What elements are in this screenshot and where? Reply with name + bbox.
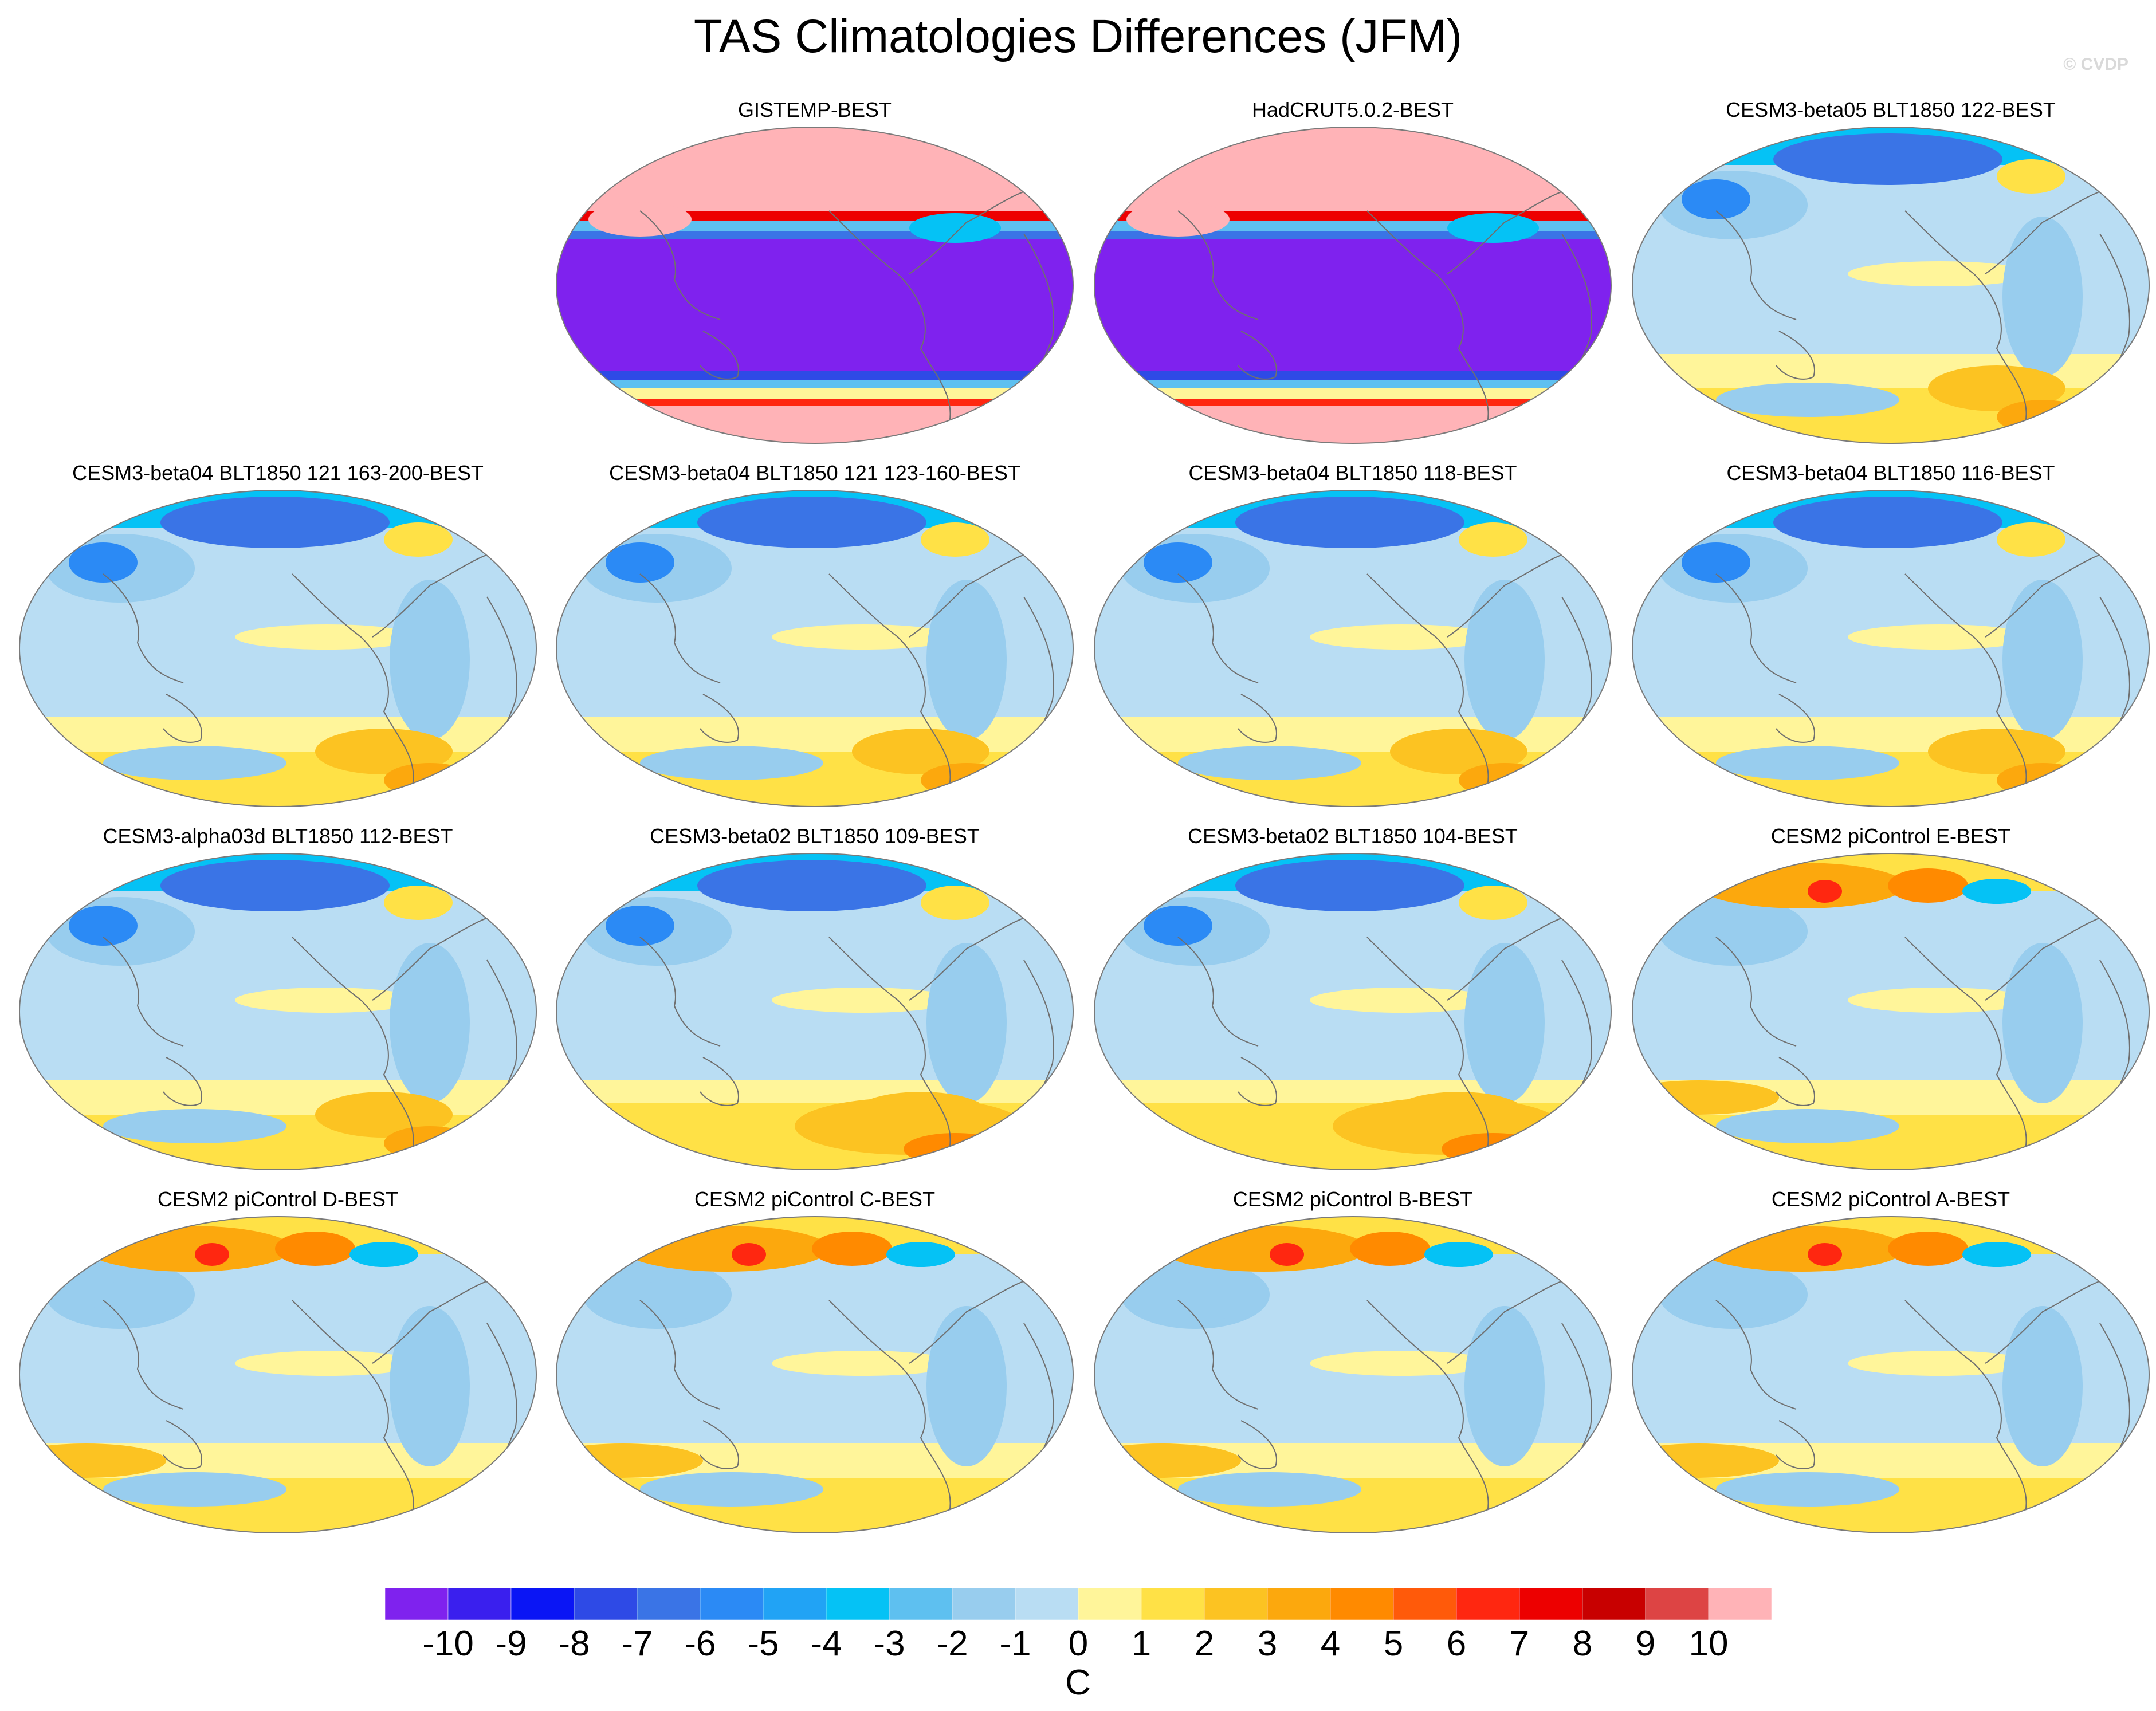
colorbar-tick-label: -9 <box>495 1624 527 1663</box>
colorbar-tick-label: 7 <box>1509 1624 1530 1663</box>
panel-title: CESM2 piControl B-BEST <box>1232 1187 1473 1211</box>
map-plot <box>1094 490 1612 807</box>
panel-title: CESM2 piControl E-BEST <box>1770 824 2011 848</box>
map-panel: CESM2 piControl B-BEST <box>1083 1187 1622 1542</box>
colorbar-segment <box>1645 1588 1709 1620</box>
colorbar-segment <box>385 1588 449 1620</box>
colorbar-segment <box>826 1588 890 1620</box>
colorbar-segment <box>1204 1588 1268 1620</box>
colorbar-tick-label: 8 <box>1572 1624 1593 1663</box>
map-plot <box>556 853 1074 1170</box>
map-panel: CESM3-beta04 BLT1850 116-BEST <box>1621 461 2156 816</box>
colorbar-tick-label: -2 <box>936 1624 968 1663</box>
colorbar-tick-label: 6 <box>1446 1624 1467 1663</box>
colorbar-segment <box>1141 1588 1205 1620</box>
colorbar-tick-label: 9 <box>1635 1624 1656 1663</box>
colorbar-segment <box>510 1588 575 1620</box>
panel-title: HadCRUT5.0.2-BEST <box>1251 98 1454 121</box>
colorbar-segment <box>1330 1588 1394 1620</box>
colorbar <box>385 1588 1772 1620</box>
colorbar-tick-labels: -10 -9 -8 -7 -6 -5 -4 -3 -2 -1 0 1 2 3 4 5 6 7 8 9 10 <box>0 1622 2156 1668</box>
colorbar-segment <box>889 1588 953 1620</box>
map-panel: CESM3-beta02 BLT1850 104-BEST <box>1083 824 1622 1179</box>
map-panel: CESM2 piControl C-BEST <box>545 1187 1084 1542</box>
colorbar-tick-label: -7 <box>621 1624 653 1663</box>
map-plot <box>1094 853 1612 1170</box>
map-panel: CESM3-beta04 BLT1850 118-BEST <box>1083 461 1622 816</box>
colorbar-segment <box>1078 1588 1142 1620</box>
colorbar-tick-label: 0 <box>1068 1624 1089 1663</box>
map-panel: CESM2 piControl E-BEST <box>1621 824 2156 1179</box>
colorbar-segment <box>1456 1588 1520 1620</box>
panel-title: CESM2 piControl C-BEST <box>694 1187 936 1211</box>
map-plot <box>556 1216 1074 1533</box>
map-panel: HadCRUT5.0.2-BEST <box>1083 97 1622 453</box>
colorbar-segment <box>574 1588 638 1620</box>
colorbar-segment <box>637 1588 701 1620</box>
map-panel: CESM3-beta02 BLT1850 109-BEST <box>545 824 1084 1179</box>
map-plot <box>1632 127 2150 444</box>
colorbar-segment <box>447 1588 512 1620</box>
colorbar-tick-label: 4 <box>1320 1624 1341 1663</box>
map-panel: CESM2 piControl D-BEST <box>9 1187 547 1542</box>
map-plot <box>19 1216 537 1533</box>
map-plot <box>1632 1216 2150 1533</box>
colorbar-segment <box>1267 1588 1331 1620</box>
map-plot <box>19 490 537 807</box>
map-plot <box>1094 127 1612 444</box>
panel-title: CESM3-beta04 BLT1850 118-BEST <box>1188 461 1517 485</box>
map-plot <box>1632 853 2150 1170</box>
colorbar-tick-label: -3 <box>873 1624 905 1663</box>
colorbar-segment <box>1519 1588 1583 1620</box>
map-plot <box>19 853 537 1170</box>
panel-title: CESM3-beta04 BLT1850 121 163-200-BEST <box>72 461 484 485</box>
panel-title: CESM3-beta04 BLT1850 121 123-160-BEST <box>609 461 1020 485</box>
colorbar-segment <box>1015 1588 1079 1620</box>
cvdp-watermark: © CVDP <box>2063 55 2128 74</box>
colorbar-segment <box>952 1588 1016 1620</box>
panel-title: GISTEMP-BEST <box>737 98 892 121</box>
colorbar-tick-label: -1 <box>999 1624 1031 1663</box>
panel-title: CESM3-beta02 BLT1850 109-BEST <box>650 824 980 848</box>
panel-title: CESM2 piControl A-BEST <box>1771 1187 2010 1211</box>
panel-title: CESM2 piControl D-BEST <box>157 1187 399 1211</box>
panel-title: CESM3-beta05 BLT1850 122-BEST <box>1726 98 2056 121</box>
colorbar-segment <box>1582 1588 1646 1620</box>
colorbar-tick-label: 2 <box>1194 1624 1215 1663</box>
page-title: TAS Climatologies Differences (JFM) <box>693 10 1463 62</box>
colorbar-tick-label: -6 <box>684 1624 716 1663</box>
map-panel: CESM3-beta05 BLT1850 122-BEST <box>1621 97 2156 453</box>
map-panel: GISTEMP-BEST <box>545 97 1084 453</box>
map-plot <box>1632 490 2150 807</box>
colorbar-tick-label: 5 <box>1383 1624 1404 1663</box>
colorbar-tick-label: -8 <box>558 1624 590 1663</box>
colorbar-segment <box>1708 1588 1772 1620</box>
map-panel: CESM3-beta04 BLT1850 121 123-160-BEST <box>545 461 1084 816</box>
colorbar-tick-label: -4 <box>810 1624 842 1663</box>
map-panel: CESM3-alpha03d BLT1850 112-BEST <box>9 824 547 1179</box>
colorbar-tick-label: 1 <box>1131 1624 1152 1663</box>
map-plot <box>1094 1216 1612 1533</box>
colorbar-segment <box>763 1588 827 1620</box>
map-plot <box>556 490 1074 807</box>
colorbar-segment <box>1393 1588 1457 1620</box>
map-panel: CESM2 piControl A-BEST <box>1621 1187 2156 1542</box>
map-panel: CESM3-beta04 BLT1850 121 163-200-BEST <box>9 461 547 816</box>
colorbar-segment <box>700 1588 764 1620</box>
panel-title: CESM3-beta02 BLT1850 104-BEST <box>1188 824 1518 848</box>
colorbar-tick-label: 3 <box>1257 1624 1278 1663</box>
panel-title: CESM3-alpha03d BLT1850 112-BEST <box>103 824 453 848</box>
colorbar-tick-label: -5 <box>747 1624 779 1663</box>
panel-title: CESM3-beta04 BLT1850 116-BEST <box>1726 461 2055 485</box>
map-plot <box>556 127 1074 444</box>
colorbar-tick-label: -10 <box>422 1624 474 1663</box>
colorbar-tick-label: 10 <box>1688 1624 1729 1663</box>
colorbar-units-label: C <box>1065 1663 1091 1702</box>
